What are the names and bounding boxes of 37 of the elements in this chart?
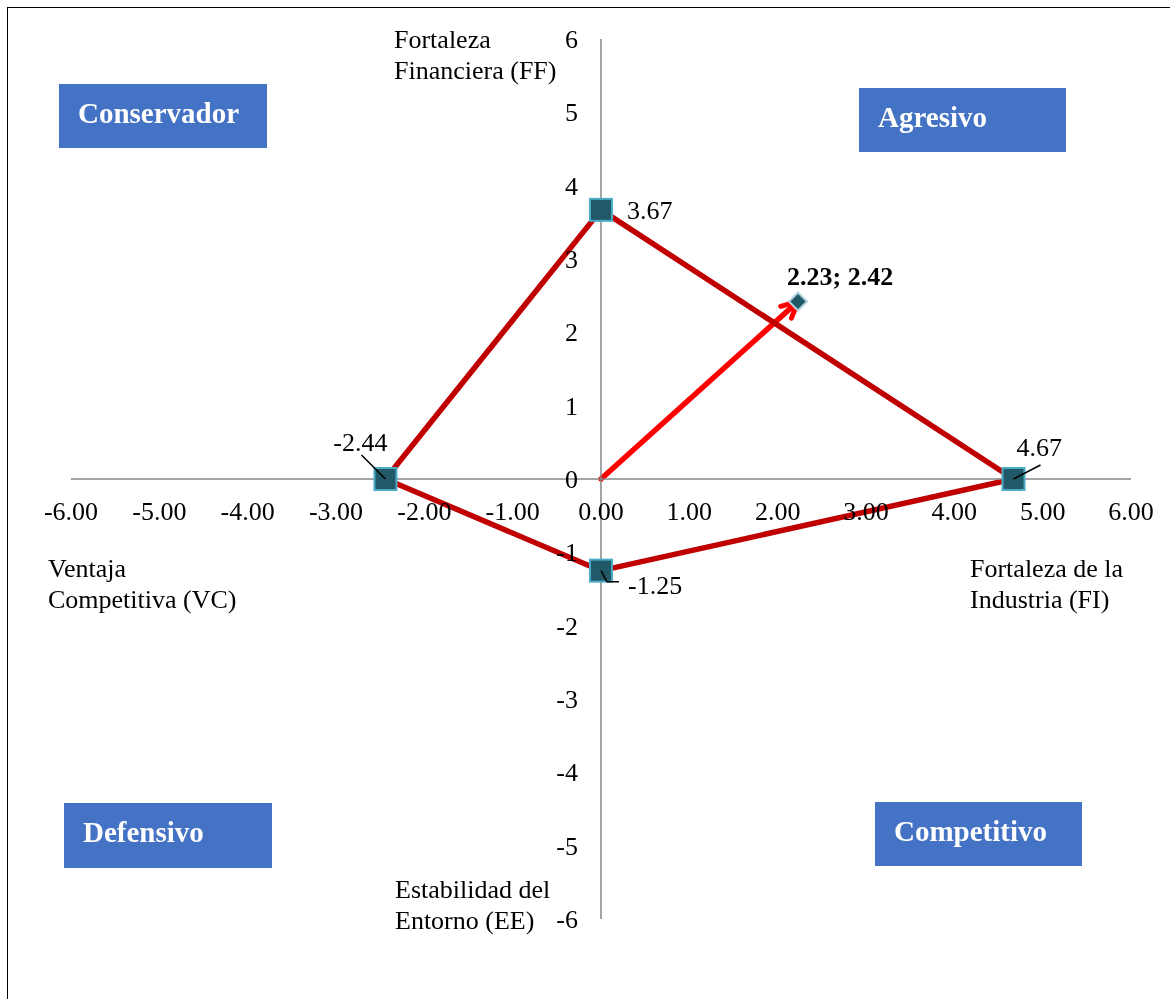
y-tick-label: -2 [556, 611, 578, 641]
x-tick-label: 2.00 [754, 496, 801, 526]
x-tick-label: 1.00 [666, 496, 713, 526]
y-tick-label: 6 [565, 24, 578, 54]
x-tick-label: -1.00 [485, 496, 540, 526]
annotation: Ventaja Competitiva (VC) [48, 553, 238, 615]
y-tick-label: 2 [565, 317, 578, 347]
y-tick-label: 1 [565, 391, 578, 421]
data-label: -1.25 [628, 570, 683, 600]
data-label: 3.67 [627, 195, 673, 225]
x-tick-label: 5.00 [1019, 496, 1066, 526]
y-tick-label: 0 [565, 464, 578, 494]
annotation: Agresivo [878, 100, 988, 134]
y-tick-label: -4 [556, 757, 578, 787]
x-tick-label: 4.00 [931, 496, 978, 526]
annotation: 4.67 [1016, 432, 1063, 462]
annotation: Estabilidad del Entorno (EE) [395, 875, 551, 935]
y-tick-label: 3 [565, 244, 578, 274]
x-tick-label: -4.00 [220, 496, 275, 526]
y-axis-title: Fortaleza Financiera (FF) [394, 25, 557, 85]
y-tick-label: -3 [556, 684, 578, 714]
x-tick-label: 0.00 [578, 496, 624, 526]
x-tick-label: -3.00 [308, 496, 364, 526]
x-tick-label: -6.00 [43, 496, 99, 526]
y-tick-label: 4 [565, 171, 578, 201]
y-tick-label: -6 [556, 904, 578, 934]
annotation: Defensivo [83, 816, 204, 849]
annotation: Competitivo [894, 814, 1048, 848]
x-axis-title: Fortaleza de la Industria (FI) [970, 553, 1125, 615]
data-label: 2.23; 2.42 [786, 261, 894, 291]
annotation: Conservador [78, 96, 240, 130]
x-tick-label: 6.00 [1108, 496, 1154, 526]
x-tick-label: -2.00 [397, 496, 452, 526]
y-tick-label: 5 [565, 97, 578, 127]
x-tick-label: -5.00 [132, 496, 187, 526]
y-tick-label: -5 [556, 831, 578, 861]
annotation: -2.44 [333, 427, 388, 457]
